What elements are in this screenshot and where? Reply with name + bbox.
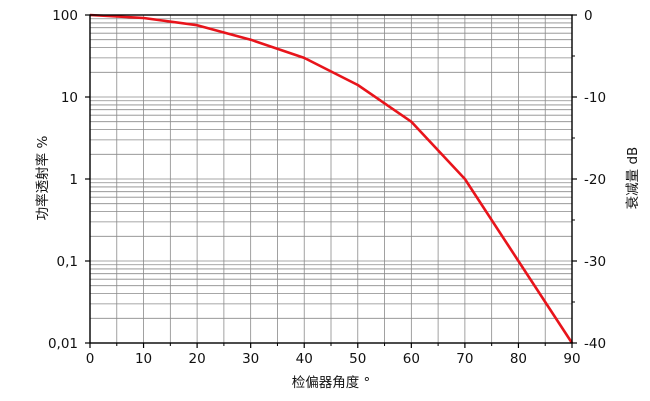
- y-right-tick-label: -20: [584, 172, 606, 188]
- x-tick-label: 70: [456, 351, 473, 367]
- y-left-tick-label: 0,01: [48, 336, 78, 352]
- y-left-tick-label: 100: [52, 8, 78, 24]
- y-left-tick-label: 0,1: [57, 254, 78, 270]
- y-left-tick-label: 10: [61, 90, 78, 106]
- y-axis-left-title: 功率透射率 %: [34, 136, 51, 221]
- tick-labels: 0 10 20 30 40 50 60 70 80 90 100 10 1 0,1 0,01 0 -10 -20 -…: [48, 8, 606, 367]
- y-right-tick-label: -40: [584, 336, 606, 352]
- y-left-tick-label: 1: [69, 172, 78, 188]
- series-line: [89, 13, 574, 344]
- x-tick-label: 80: [510, 351, 527, 367]
- x-tick-label: 90: [563, 351, 580, 367]
- y-axis-right-title: 衰减量 dB: [624, 147, 641, 210]
- x-tick-label: 30: [242, 351, 259, 367]
- x-tick-label: 20: [189, 351, 206, 367]
- x-axis-title: 检偏器角度 °: [292, 375, 371, 391]
- y-right-tick-label: -30: [584, 254, 606, 270]
- tick-marks: [85, 14, 577, 348]
- grid-lines: [90, 15, 572, 343]
- x-tick-label: 50: [349, 351, 366, 367]
- x-tick-label: 60: [403, 351, 420, 367]
- x-tick-label: 0: [86, 351, 95, 367]
- y-right-tick-label: 0: [584, 8, 593, 24]
- x-tick-label: 40: [296, 351, 313, 367]
- x-tick-label: 10: [135, 351, 152, 367]
- y-right-tick-label: -10: [584, 90, 606, 106]
